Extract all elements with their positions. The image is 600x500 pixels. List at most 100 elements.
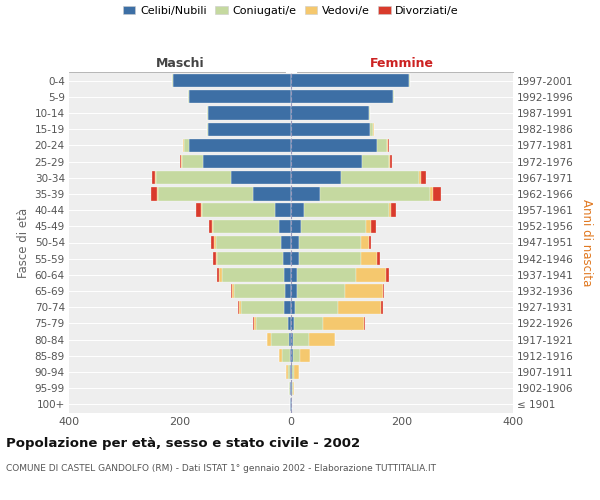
Bar <box>291 155 362 168</box>
Bar <box>181 155 182 168</box>
Bar <box>362 155 389 168</box>
Bar <box>211 236 214 249</box>
Bar <box>182 155 203 168</box>
Bar <box>217 252 283 266</box>
Bar <box>286 366 287 378</box>
Bar <box>293 333 309 346</box>
Bar <box>309 333 335 346</box>
Bar <box>320 188 430 200</box>
Bar <box>338 300 382 314</box>
Bar <box>290 349 291 362</box>
Bar <box>215 236 281 249</box>
Bar <box>156 171 231 184</box>
Bar <box>368 106 370 120</box>
Bar <box>271 333 289 346</box>
Bar <box>291 300 295 314</box>
Bar <box>151 188 157 200</box>
Bar <box>291 138 377 152</box>
Bar <box>433 188 441 200</box>
Bar <box>291 122 370 136</box>
Bar <box>180 155 181 168</box>
Bar <box>157 188 158 200</box>
Text: COMUNE DI CASTEL GANDOLFO (RM) - Dati ISTAT 1° gennaio 2002 - Elaborazione TUTTI: COMUNE DI CASTEL GANDOLFO (RM) - Dati IS… <box>6 464 436 473</box>
Bar <box>367 220 371 233</box>
Bar <box>232 284 235 298</box>
Legend: Celibi/Nubili, Coniugati/e, Vedovi/e, Divorziati/e: Celibi/Nubili, Coniugati/e, Vedovi/e, Di… <box>123 6 459 16</box>
Bar <box>371 220 376 233</box>
Bar <box>220 268 221 281</box>
Bar <box>291 171 341 184</box>
Bar <box>281 236 291 249</box>
Bar <box>341 171 419 184</box>
Bar <box>291 333 293 346</box>
Bar <box>208 122 291 136</box>
Bar <box>291 366 292 378</box>
Bar <box>256 317 288 330</box>
Bar <box>289 382 290 395</box>
Bar <box>152 171 155 184</box>
Bar <box>172 74 173 87</box>
Bar <box>231 284 232 298</box>
Bar <box>289 333 291 346</box>
Bar <box>291 90 392 104</box>
Bar <box>382 300 383 314</box>
Bar <box>284 300 291 314</box>
Bar <box>284 268 291 281</box>
Bar <box>253 188 291 200</box>
Bar <box>296 284 346 298</box>
Bar <box>291 204 304 217</box>
Bar <box>266 333 271 346</box>
Bar <box>295 366 299 378</box>
Bar <box>419 171 421 184</box>
Bar <box>282 349 290 362</box>
Bar <box>361 252 377 266</box>
Bar <box>295 300 338 314</box>
Bar <box>291 236 299 249</box>
Bar <box>291 220 301 233</box>
Bar <box>212 220 214 233</box>
Bar <box>301 349 310 362</box>
Bar <box>296 268 356 281</box>
Bar <box>291 268 296 281</box>
Bar <box>196 204 200 217</box>
Bar <box>235 284 286 298</box>
Bar <box>409 74 410 87</box>
Bar <box>346 284 383 298</box>
Bar <box>391 155 392 168</box>
Bar <box>221 268 284 281</box>
Bar <box>291 317 294 330</box>
Bar <box>217 268 220 281</box>
Bar <box>292 382 293 395</box>
Bar <box>299 252 361 266</box>
Bar <box>202 204 275 217</box>
Bar <box>188 90 190 104</box>
Bar <box>356 268 386 281</box>
Bar <box>377 138 387 152</box>
Bar <box>238 300 239 314</box>
Bar <box>286 284 291 298</box>
Y-axis label: Anni di nascita: Anni di nascita <box>580 199 593 286</box>
Bar <box>292 366 295 378</box>
Bar <box>291 74 409 87</box>
Bar <box>361 236 368 249</box>
Bar <box>291 349 293 362</box>
Bar <box>293 349 301 362</box>
Bar <box>214 220 279 233</box>
Bar <box>291 284 296 298</box>
Bar <box>190 90 291 104</box>
Bar <box>200 204 202 217</box>
Bar <box>173 74 291 87</box>
Bar <box>323 317 364 330</box>
Bar <box>184 138 190 152</box>
Bar <box>190 138 291 152</box>
Bar <box>377 252 380 266</box>
Bar <box>294 317 323 330</box>
Bar <box>430 188 433 200</box>
Bar <box>239 300 241 314</box>
Bar <box>158 188 253 200</box>
Bar <box>280 349 282 362</box>
Bar <box>155 171 156 184</box>
Bar <box>290 366 291 378</box>
Bar <box>279 220 291 233</box>
Bar <box>206 122 208 136</box>
